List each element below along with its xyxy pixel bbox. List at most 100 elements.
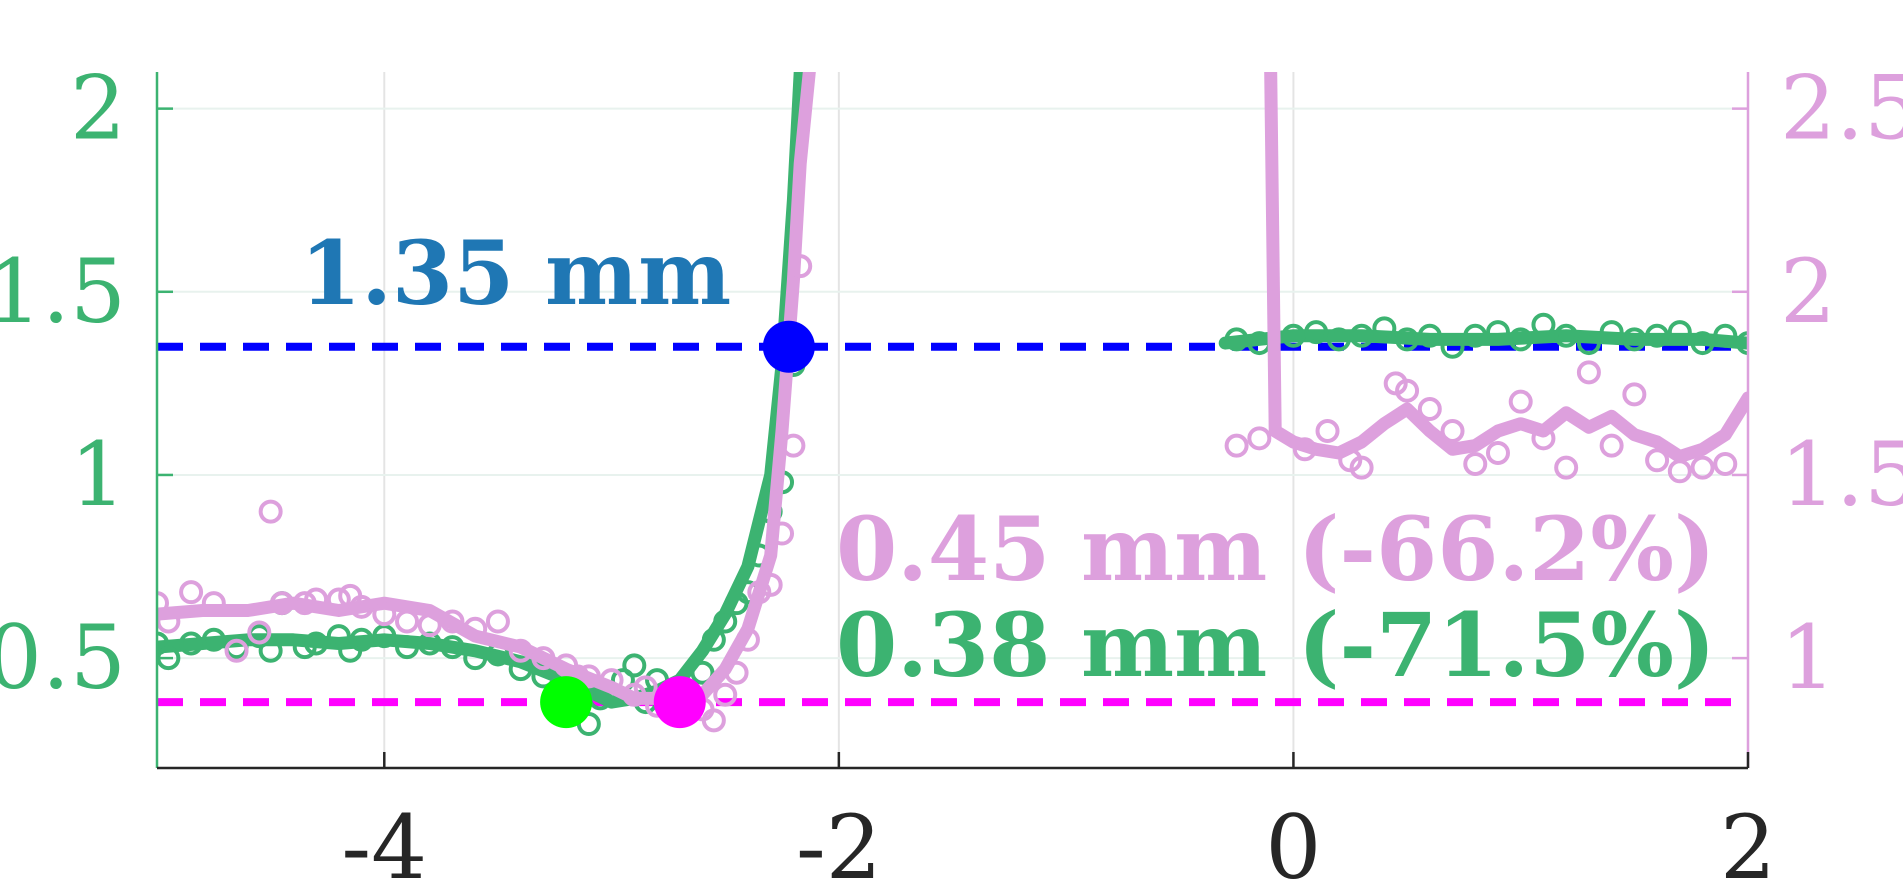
series-1-point-55 — [1599, 433, 1624, 458]
series-1-point-33 — [735, 627, 760, 652]
series-1-point-52 — [1531, 426, 1556, 451]
series-0-point-59 — [1690, 331, 1715, 356]
series-1-point-37 — [781, 433, 806, 458]
series-1-point-42 — [1315, 418, 1340, 443]
series-1-point-59 — [1690, 455, 1715, 480]
axes — [155, 72, 1750, 770]
series-1-point-50 — [1485, 440, 1510, 465]
series-0-point-6 — [258, 638, 283, 663]
marker-2 — [653, 676, 706, 729]
series-1-point-38 — [788, 254, 813, 279]
series-0-point-10 — [326, 624, 351, 649]
series-1-point-13 — [372, 602, 397, 627]
y-right-tick-label-3: 2.5 — [1780, 57, 1903, 160]
series-0-point-43 — [1326, 327, 1351, 352]
series-1-point-30 — [701, 708, 726, 733]
series-1-point-53 — [1554, 455, 1579, 480]
series-1-point-60 — [1713, 451, 1738, 476]
series-0-point-30 — [690, 660, 715, 685]
series-1-point-14 — [395, 609, 420, 634]
pink-series — [157, 72, 1748, 733]
series-1-point-40 — [1247, 426, 1272, 451]
series-0-point-39 — [1224, 327, 1249, 352]
series-0-point-48 — [1440, 334, 1465, 359]
series-0-point-0 — [157, 631, 169, 656]
series-1-point-56 — [1622, 382, 1647, 407]
series-1-point-44 — [1349, 455, 1374, 480]
x-tick-label-0: -4 — [341, 796, 427, 885]
series-0-point-60 — [1713, 323, 1738, 348]
y-right-tick-label-0: 1 — [1780, 606, 1836, 709]
series-0-point-2 — [179, 631, 204, 656]
series-1-point-49 — [1463, 451, 1488, 476]
series-0-point-46 — [1395, 327, 1420, 352]
series-1-point-18 — [485, 609, 510, 634]
series-0-point-8 — [292, 635, 317, 660]
series-0-point-3 — [201, 627, 226, 652]
x-tick-label-1: -2 — [796, 796, 882, 885]
series-0-point-17 — [463, 646, 488, 671]
series-1-point-57 — [1645, 448, 1670, 473]
series-1-point-41 — [1292, 437, 1317, 462]
series-0-point-52 — [1531, 312, 1556, 337]
series-1-point-0 — [157, 591, 169, 616]
series-1-point-6 — [258, 499, 283, 524]
series-1-point-12 — [349, 594, 374, 619]
series-0-point-31 — [701, 627, 726, 652]
series-0-point-54 — [1576, 331, 1601, 356]
series-1-point-48 — [1440, 418, 1465, 443]
series-1-point-58 — [1667, 459, 1692, 484]
series-1-point-36 — [770, 521, 795, 546]
series-1-point-20 — [531, 646, 556, 671]
series-0-point-45 — [1372, 316, 1397, 341]
series-1-point-47 — [1417, 397, 1442, 422]
series-0-point-58 — [1667, 320, 1692, 345]
series-1-point-4 — [224, 638, 249, 663]
y-left-tick-label-3: 2 — [70, 57, 126, 160]
series-1-point-26 — [633, 675, 658, 700]
highlight-markers — [540, 320, 815, 729]
annotation-pink: 0.45 mm (-66.2%) — [836, 497, 1716, 601]
x-tick-label-2: 0 — [1265, 796, 1321, 885]
series-1-point-9 — [304, 587, 329, 612]
series-0-point-32 — [713, 609, 738, 634]
series-0-point-50 — [1485, 320, 1510, 345]
series-1-point-8 — [292, 591, 317, 616]
series-1-point-51 — [1508, 389, 1533, 414]
marker-1 — [540, 676, 593, 729]
series-1-point-1 — [157, 609, 181, 634]
series-1-point-54 — [1576, 360, 1601, 385]
series-0-point-16 — [440, 635, 465, 660]
series-0-point-26 — [622, 653, 647, 678]
series-0-point-61 — [1736, 331, 1748, 356]
series-0-point-44 — [1349, 323, 1374, 348]
series-1-point-3 — [201, 591, 226, 616]
series-1-point-2 — [179, 580, 204, 605]
y-left-tick-label-2: 1.5 — [0, 240, 126, 343]
series-0-point-57 — [1645, 323, 1670, 348]
series-0-line2 — [1218, 329, 1748, 350]
series-0-point-55 — [1599, 320, 1624, 345]
series-0-point-9 — [304, 631, 329, 656]
marker-0 — [762, 320, 815, 373]
series-0-point-14 — [395, 635, 420, 660]
y-left-tick-label-0: 0.5 — [0, 606, 126, 709]
reference-lines — [157, 342, 1748, 707]
series-1-point-10 — [326, 587, 351, 612]
series-1-point-24 — [599, 668, 624, 693]
series-1-point-23 — [576, 664, 601, 689]
series-1-point-19 — [508, 638, 533, 663]
series-0-point-12 — [349, 627, 374, 652]
y-right-tick-label-2: 2 — [1780, 240, 1836, 343]
series-0-point-53 — [1554, 323, 1579, 348]
series-1-point-5 — [247, 620, 272, 645]
annotation-blue: 1.35 mm — [300, 221, 731, 325]
y-left-tick-label-1: 1 — [70, 423, 126, 526]
x-tick-label-3: 2 — [1720, 796, 1776, 885]
series-1-point-39 — [1224, 433, 1249, 458]
series-1-point-31 — [713, 682, 738, 707]
series-0-point-49 — [1463, 323, 1488, 348]
series-1-point-17 — [463, 616, 488, 641]
